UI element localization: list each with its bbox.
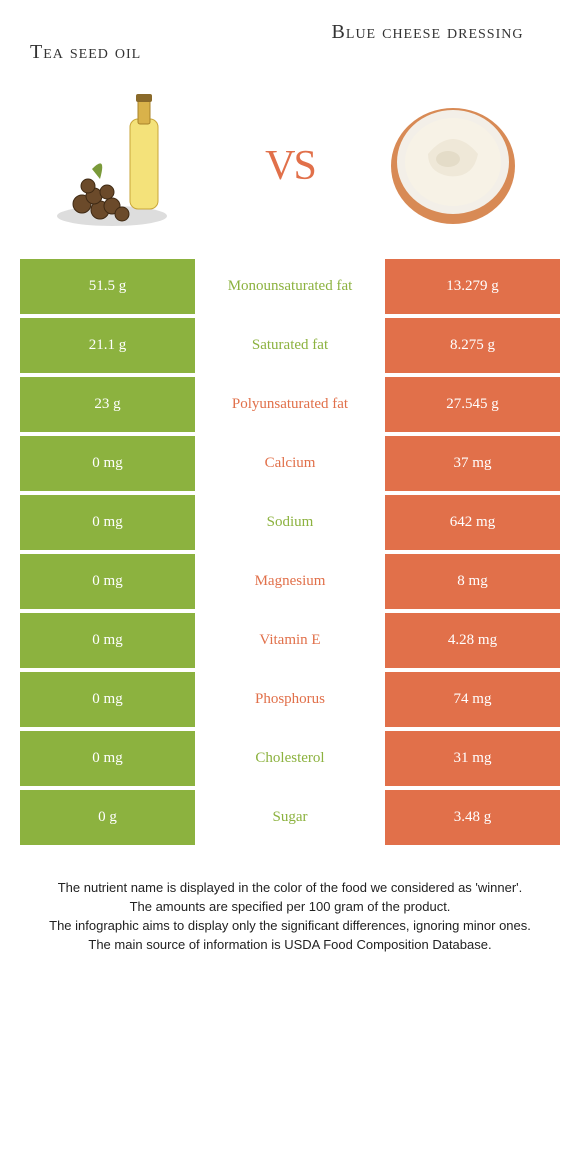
table-row: 0 mgMagnesium8 mg bbox=[20, 554, 560, 609]
nutrient-name: Calcium bbox=[195, 436, 385, 491]
right-value-cell: 642 mg bbox=[385, 495, 560, 550]
table-row: 0 mgCalcium37 mg bbox=[20, 436, 560, 491]
footer-line: The main source of information is USDA F… bbox=[25, 936, 555, 955]
right-value-cell: 74 mg bbox=[385, 672, 560, 727]
table-row: 0 mgPhosphorus74 mg bbox=[20, 672, 560, 727]
left-value-cell: 0 mg bbox=[20, 731, 195, 786]
table-row: 21.1 gSaturated fat8.275 g bbox=[20, 318, 560, 373]
footer-line: The amounts are specified per 100 gram o… bbox=[25, 898, 555, 917]
left-food-title: Tea seed oil bbox=[20, 20, 295, 64]
nutrient-name: Phosphorus bbox=[195, 672, 385, 727]
right-value-cell: 31 mg bbox=[385, 731, 560, 786]
left-value-cell: 21.1 g bbox=[20, 318, 195, 373]
comparison-table: 51.5 gMonounsaturated fat13.279 g21.1 gS… bbox=[0, 259, 580, 845]
left-food-image bbox=[52, 84, 202, 234]
left-value-cell: 23 g bbox=[20, 377, 195, 432]
table-row: 0 mgVitamin E4.28 mg bbox=[20, 613, 560, 668]
right-value-cell: 37 mg bbox=[385, 436, 560, 491]
right-value-cell: 27.545 g bbox=[385, 377, 560, 432]
right-value-cell: 13.279 g bbox=[385, 259, 560, 314]
left-value-cell: 0 mg bbox=[20, 436, 195, 491]
vs-label: vs bbox=[265, 125, 315, 194]
left-value-cell: 0 mg bbox=[20, 613, 195, 668]
right-value-cell: 8 mg bbox=[385, 554, 560, 609]
header: Tea seed oil Blue cheese dressing bbox=[0, 0, 580, 74]
right-food-title: Blue cheese dressing bbox=[295, 20, 560, 44]
left-value-cell: 51.5 g bbox=[20, 259, 195, 314]
table-row: 0 gSugar3.48 g bbox=[20, 790, 560, 845]
left-value-cell: 0 mg bbox=[20, 672, 195, 727]
footer-line: The nutrient name is displayed in the co… bbox=[25, 879, 555, 898]
nutrient-name: Polyunsaturated fat bbox=[195, 377, 385, 432]
left-value-cell: 0 mg bbox=[20, 554, 195, 609]
left-value-cell: 0 mg bbox=[20, 495, 195, 550]
nutrient-name: Sodium bbox=[195, 495, 385, 550]
images-row: vs bbox=[0, 74, 580, 259]
right-food-image bbox=[378, 84, 528, 234]
right-value-cell: 8.275 g bbox=[385, 318, 560, 373]
footer-notes: The nutrient name is displayed in the co… bbox=[0, 849, 580, 974]
nutrient-name: Monounsaturated fat bbox=[195, 259, 385, 314]
footer-line: The infographic aims to display only the… bbox=[25, 917, 555, 936]
nutrient-name: Sugar bbox=[195, 790, 385, 845]
table-row: 0 mgSodium642 mg bbox=[20, 495, 560, 550]
table-row: 51.5 gMonounsaturated fat13.279 g bbox=[20, 259, 560, 314]
nutrient-name: Vitamin E bbox=[195, 613, 385, 668]
table-row: 23 gPolyunsaturated fat27.545 g bbox=[20, 377, 560, 432]
nutrient-name: Magnesium bbox=[195, 554, 385, 609]
nutrient-name: Saturated fat bbox=[195, 318, 385, 373]
left-value-cell: 0 g bbox=[20, 790, 195, 845]
right-value-cell: 3.48 g bbox=[385, 790, 560, 845]
right-value-cell: 4.28 mg bbox=[385, 613, 560, 668]
nutrient-name: Cholesterol bbox=[195, 731, 385, 786]
table-row: 0 mgCholesterol31 mg bbox=[20, 731, 560, 786]
